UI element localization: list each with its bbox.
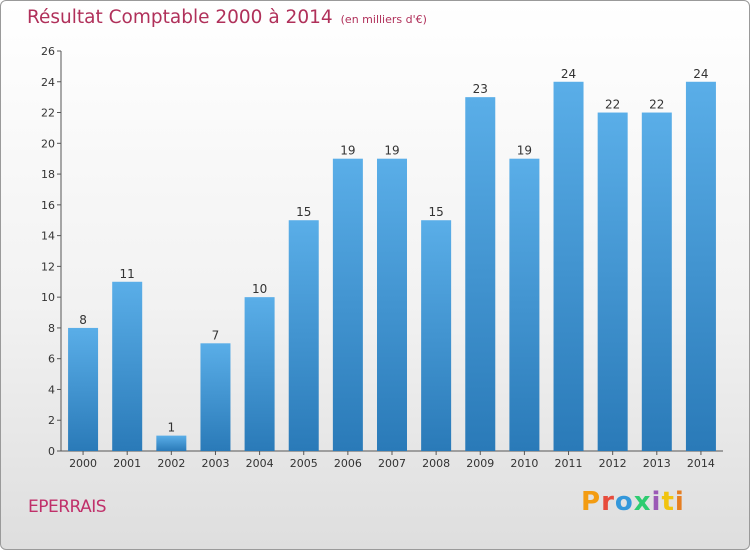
y-tick-label: 0 [48,445,55,458]
y-tick-label: 8 [48,322,55,335]
data-label-2005: 15 [296,205,311,219]
y-tick-label: 20 [41,137,55,150]
data-label-2012: 22 [605,98,620,112]
bar-2007 [377,158,407,451]
logo-letter: i [674,487,685,517]
logo-letter: i [651,487,662,517]
x-tick-label-2012: 2012 [599,457,627,470]
bar-2004 [244,297,275,451]
bar-2009 [465,97,496,452]
x-tick-label-2004: 2004 [246,457,274,470]
y-tick-label: 18 [41,168,55,181]
x-tick-label-2007: 2007 [378,457,406,470]
x-tick-label-2005: 2005 [290,457,318,470]
y-tick-label: 26 [41,45,55,58]
data-label-2009: 23 [473,82,488,96]
proxiti-logo[interactable]: Proxiti [581,487,685,517]
data-label-2003: 7 [212,328,220,342]
title-row: Résultat Comptable 2000 à 2014 (en millie… [27,7,427,28]
x-tick-label-2002: 2002 [157,457,185,470]
y-tick-label: 14 [41,230,55,243]
bar-2011 [553,81,584,452]
data-label-2014: 24 [693,67,708,81]
x-tick-label-2009: 2009 [466,457,494,470]
logo-letter: o [614,487,634,517]
x-tick-label-2001: 2001 [113,457,141,470]
data-label-2008: 15 [428,205,443,219]
chart-title: Résultat Comptable 2000 à 2014 [27,7,333,28]
bar-2014 [685,81,716,452]
data-label-2013: 22 [649,98,664,112]
y-tick-label: 22 [41,107,55,120]
x-tick-label-2008: 2008 [422,457,450,470]
logo-letter: r [601,487,615,517]
bar-2006 [332,158,363,451]
data-label-2004: 10 [252,282,267,296]
x-tick-label-2014: 2014 [687,457,715,470]
bar-2005 [288,220,319,451]
data-label-2006: 19 [340,144,355,158]
x-tick-label-2006: 2006 [334,457,362,470]
data-label-2001: 11 [120,267,135,281]
y-tick-label: 12 [41,260,55,273]
bar-2001 [112,281,143,451]
data-label-2011: 24 [561,67,576,81]
bar-2003 [200,343,231,451]
bar-2002 [156,435,187,451]
data-label-2010: 19 [517,144,532,158]
data-label-2002: 1 [168,421,176,435]
bar-2008 [421,220,452,451]
logo-letter: P [581,487,602,517]
bar-2010 [509,158,540,451]
y-tick-label: 4 [48,383,55,396]
y-tick-label: 6 [48,353,55,366]
bars [68,81,716,452]
commune-name: EPERRAIS [28,497,107,517]
y-tick-label: 2 [48,414,55,427]
bar-2000 [68,327,99,451]
x-tick-label-2011: 2011 [555,457,583,470]
logo-letter: t [661,487,675,517]
y-tick-label: 24 [41,76,55,89]
x-tick-label-2010: 2010 [510,457,538,470]
bar-2013 [641,112,672,452]
y-tick-label: 10 [41,291,55,304]
x-tick-label-2000: 2000 [69,457,97,470]
x-tick-label-2013: 2013 [643,457,671,470]
data-label-2000: 8 [79,313,87,327]
logo-letter: x [633,487,652,517]
data-label-2007: 19 [384,144,399,158]
chart-subtitle: (en milliers d'€) [340,13,427,26]
y-tick-label: 16 [41,199,55,212]
bar-2012 [597,112,628,452]
x-tick-label-2003: 2003 [201,457,229,470]
